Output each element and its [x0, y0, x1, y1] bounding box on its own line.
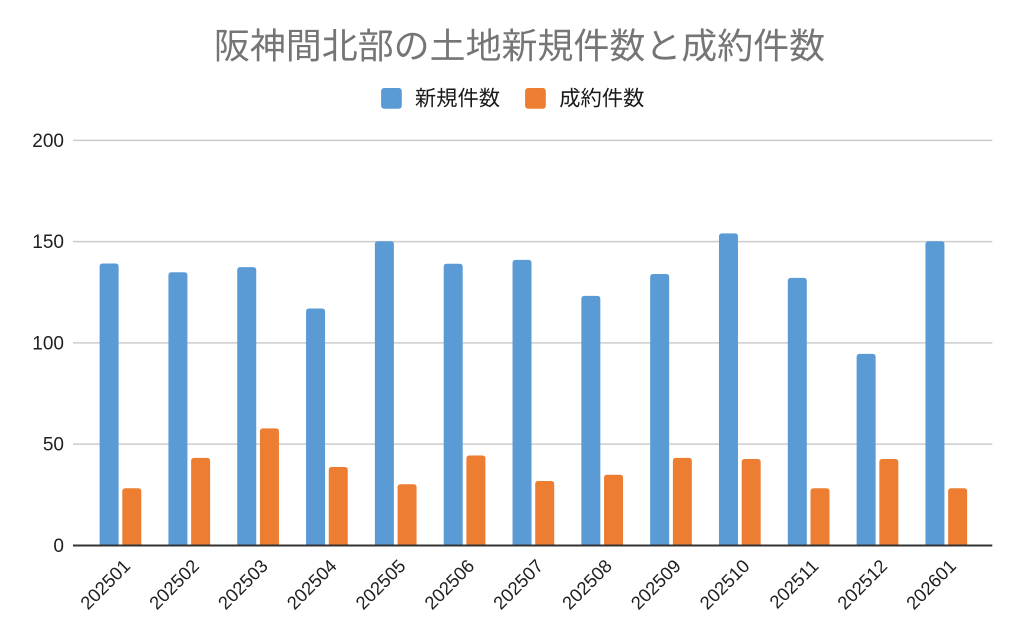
svg-text:200: 200	[32, 131, 64, 152]
svg-text:202507: 202507	[489, 555, 547, 613]
svg-text:50: 50	[43, 435, 64, 456]
svg-text:202509: 202509	[627, 555, 685, 613]
svg-text:150: 150	[32, 232, 64, 253]
svg-text:202506: 202506	[420, 555, 478, 613]
svg-text:202510: 202510	[695, 555, 753, 613]
svg-text:202504: 202504	[282, 555, 340, 613]
svg-text:0: 0	[53, 536, 64, 557]
svg-text:202501: 202501	[76, 555, 134, 613]
svg-text:202512: 202512	[833, 555, 891, 613]
svg-text:202502: 202502	[145, 555, 203, 613]
svg-text:202511: 202511	[765, 555, 822, 612]
svg-text:202503: 202503	[214, 555, 272, 613]
svg-text:202505: 202505	[351, 555, 409, 613]
svg-text:100: 100	[32, 333, 64, 354]
svg-text:202508: 202508	[558, 555, 616, 613]
svg-text:202601: 202601	[902, 555, 960, 613]
